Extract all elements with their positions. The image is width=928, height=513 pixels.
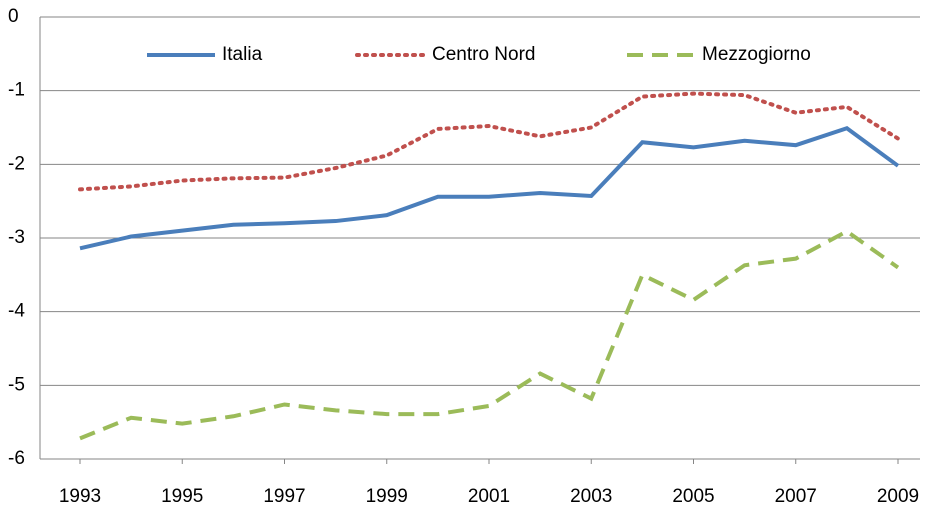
y-tick-label: -3 [8, 227, 25, 248]
x-tick-label: 1993 [59, 486, 101, 507]
legend-label: Italia [222, 44, 263, 65]
y-tick-label: -5 [8, 374, 25, 395]
x-tick-label: 1995 [161, 486, 203, 507]
x-tick-label: 2009 [877, 486, 919, 507]
y-tick-label: 0 [8, 6, 19, 27]
y-tick-label: -4 [8, 301, 25, 322]
y-tick-label: -1 [8, 80, 25, 101]
x-tick-label: 2003 [570, 486, 612, 507]
legend-label: Mezzogiorno [702, 44, 811, 65]
x-tick-label: 1999 [366, 486, 408, 507]
y-tick-label: -6 [8, 448, 25, 469]
legend-label: Centro Nord [432, 44, 536, 65]
series-line [79, 126, 900, 251]
x-tick-label: 2007 [775, 486, 817, 507]
x-tick-label: 1997 [263, 486, 305, 507]
series-line [79, 229, 900, 441]
series-line [78, 91, 900, 192]
x-tick-label: 2001 [468, 486, 510, 507]
x-tick-label: 2005 [672, 486, 714, 507]
y-tick-label: -2 [8, 153, 25, 174]
